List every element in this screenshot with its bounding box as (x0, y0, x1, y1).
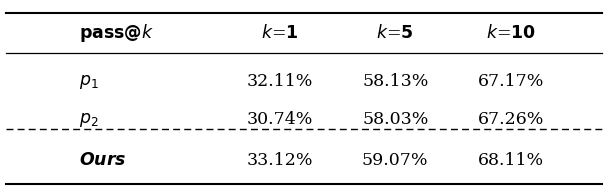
Text: 33.12%: 33.12% (246, 152, 313, 169)
Text: $p_1$: $p_1$ (79, 73, 98, 91)
Text: $\mathbfit{Ours}$: $\mathbfit{Ours}$ (79, 152, 126, 169)
Text: $k$=$\mathbf{10}$: $k$=$\mathbf{10}$ (486, 24, 536, 42)
Text: 58.03%: 58.03% (362, 111, 429, 128)
Text: 58.13%: 58.13% (362, 73, 429, 90)
Text: 67.17%: 67.17% (477, 73, 544, 90)
Text: $k$=$\mathbf{5}$: $k$=$\mathbf{5}$ (376, 24, 414, 42)
Text: 67.26%: 67.26% (477, 111, 544, 128)
Text: 32.11%: 32.11% (246, 73, 313, 90)
Text: 59.07%: 59.07% (362, 152, 429, 169)
Text: $k$=$\mathbf{1}$: $k$=$\mathbf{1}$ (261, 24, 299, 42)
Text: 68.11%: 68.11% (478, 152, 544, 169)
Text: $p_2$: $p_2$ (79, 111, 98, 129)
Text: 30.74%: 30.74% (246, 111, 313, 128)
Text: $\mathbf{pass@}$$k$: $\mathbf{pass@}$$k$ (79, 22, 154, 44)
